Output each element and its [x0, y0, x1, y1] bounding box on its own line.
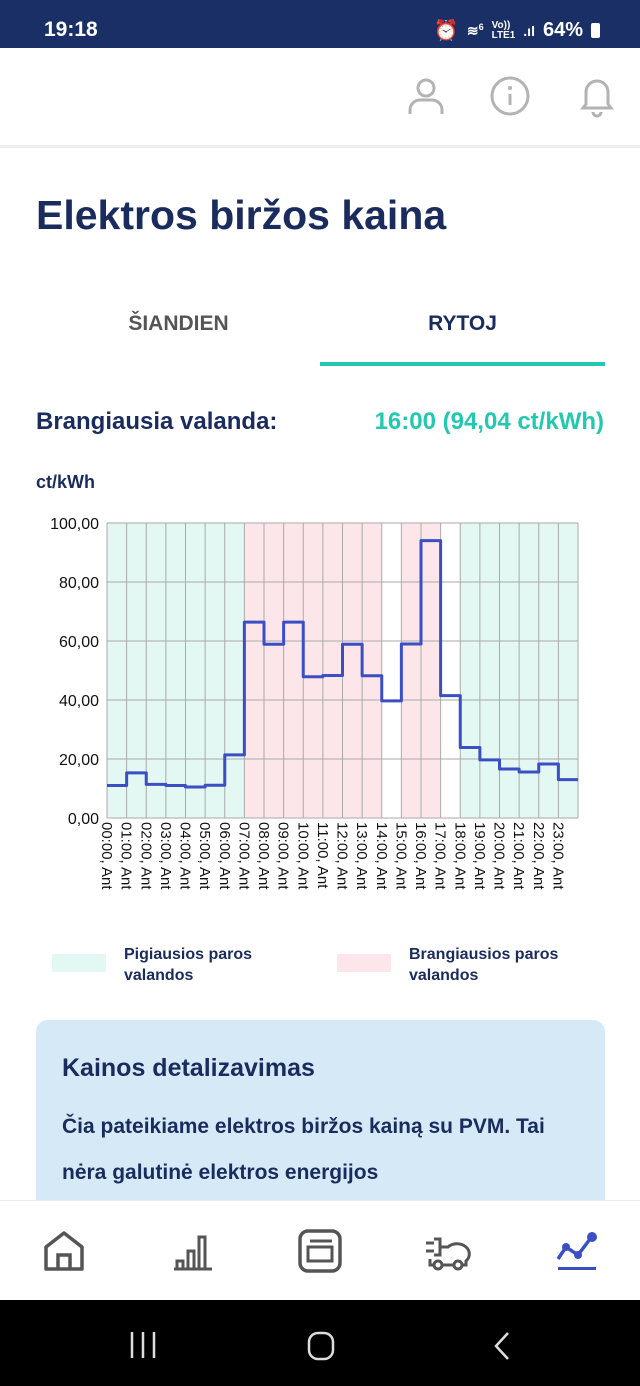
back-icon[interactable]	[490, 1330, 514, 1362]
cheap-hour-band	[165, 523, 186, 818]
x-tick-label: 11:00, Ant	[314, 822, 331, 889]
cheap-hour-band	[205, 523, 225, 818]
volte-label: Vo))	[491, 19, 511, 31]
invoice-icon[interactable]	[296, 1227, 344, 1275]
peak-hour-value: 16:00 (94,04 ct/kWh)	[374, 408, 604, 435]
x-tick-label: 06:00, Ant	[216, 822, 233, 890]
ev-car-icon[interactable]	[424, 1227, 472, 1275]
battery-percent: 64%	[542, 19, 583, 41]
price-series-line	[107, 539, 578, 789]
home-system-icon[interactable]	[306, 1330, 338, 1362]
system-nav-bar	[0, 1300, 640, 1386]
cheap-hour-band	[126, 523, 147, 818]
x-tick-label: 03:00, Ant	[157, 822, 174, 890]
legend-swatch-expensive	[337, 954, 391, 972]
wifi-badge: 6	[478, 21, 484, 32]
expensive-hour-band	[264, 523, 284, 818]
cheap-hour-band	[460, 523, 480, 818]
home-icon[interactable]	[40, 1227, 88, 1275]
details-text: Čia pateikiame elektros biržos kainą su …	[62, 1115, 545, 1184]
x-tick-label: 18:00, Ant	[451, 822, 468, 890]
legend-cheap: Pigiausios paros valandos	[124, 946, 253, 984]
x-tick-label: 23:00, Ant	[549, 822, 566, 890]
user-icon[interactable]	[404, 74, 448, 118]
battery-icon	[591, 23, 600, 38]
bar-chart-icon[interactable]	[168, 1227, 216, 1275]
tab-today[interactable]: ŠIANDIEN	[128, 312, 229, 335]
status-time: 19:18	[44, 18, 98, 41]
y-tick-label: 80,00	[59, 575, 99, 592]
price-details-card: Kainos detalizavimas Čia pateikiame elek…	[36, 1020, 605, 1220]
expensive-hour-band	[342, 523, 363, 818]
x-tick-label: 17:00, Ant	[432, 822, 449, 890]
active-tab-indicator	[320, 362, 605, 366]
cheap-hour-band	[146, 523, 166, 818]
cheap-hour-band	[519, 523, 539, 818]
x-tick-label: 22:00, Ant	[530, 822, 547, 890]
expensive-hour-band	[421, 523, 441, 818]
expensive-hour-band	[401, 523, 421, 818]
x-tick-label: 13:00, Ant	[353, 822, 370, 890]
y-tick-label: 0,00	[68, 811, 99, 828]
y-axis-unit: ct/kWh	[36, 472, 96, 492]
status-bar: 19:18 ⏰ ≋6 Vo)) LTE1 .ıl 64%	[0, 0, 640, 48]
app-header	[0, 48, 640, 148]
expensive-hour-band	[322, 523, 343, 818]
wifi-icon: ≋6	[466, 21, 484, 39]
details-title: Kainos detalizavimas	[62, 1054, 315, 1082]
cheap-hour-band	[538, 523, 559, 818]
y-tick-label: 40,00	[59, 693, 99, 710]
bottom-nav	[0, 1200, 640, 1300]
cheap-hour-band	[558, 523, 578, 818]
network-label: LTE1	[491, 29, 516, 41]
price-trend-icon[interactable]	[552, 1227, 600, 1275]
x-tick-label: 20:00, Ant	[491, 822, 508, 890]
cheap-hour-band	[499, 523, 520, 818]
x-tick-label: 15:00, Ant	[392, 822, 409, 890]
x-tick-label: 01:00, Ant	[118, 822, 135, 890]
x-tick-label: 21:00, Ant	[510, 822, 527, 890]
cheap-hour-band	[107, 523, 127, 818]
recent-apps-icon[interactable]	[128, 1330, 160, 1360]
x-tick-label: 19:00, Ant	[471, 822, 488, 890]
signal-icon: .ıl	[523, 22, 535, 39]
bell-icon[interactable]	[575, 74, 619, 118]
cheap-hour-band	[185, 523, 206, 818]
x-tick-label: 09:00, Ant	[275, 822, 292, 890]
x-tick-label: 02:00, Ant	[137, 822, 154, 890]
x-tick-label: 04:00, Ant	[177, 822, 194, 890]
x-tick-label: 07:00, Ant	[235, 822, 252, 890]
legend-expensive: Brangiausios paros valandos	[409, 946, 559, 984]
x-tick-label: 00:00, Ant	[98, 822, 115, 890]
y-tick-label: 100,00	[50, 516, 99, 533]
x-tick-label: 12:00, Ant	[334, 822, 351, 890]
network-indicator: Vo)) LTE1	[491, 19, 516, 41]
x-tick-label: 05:00, Ant	[196, 822, 213, 890]
x-tick-label: 08:00, Ant	[255, 822, 272, 890]
expensive-hour-band	[283, 523, 304, 818]
x-tick-label: 10:00, Ant	[294, 822, 311, 890]
expensive-hour-band	[244, 523, 264, 818]
cheap-hour-band	[224, 523, 245, 818]
alarm-icon: ⏰	[433, 20, 459, 42]
cheap-hour-band	[479, 523, 500, 818]
tab-tomorrow[interactable]: RYTOJ	[428, 312, 497, 335]
y-tick-label: 20,00	[59, 752, 99, 769]
x-tick-label: 14:00, Ant	[373, 822, 390, 890]
info-icon[interactable]	[488, 74, 532, 118]
y-tick-label: 60,00	[59, 634, 99, 651]
price-chart: 0,00 20,00 40,00 60,00 80,00 100,00 00:00, Ant…	[50, 516, 579, 890]
page-title: Elektros biržos kaina	[36, 192, 447, 238]
legend-swatch-cheap	[52, 954, 106, 972]
x-tick-label: 16:00, Ant	[412, 822, 429, 890]
expensive-hour-band	[362, 523, 382, 818]
expensive-hour-band	[303, 523, 323, 818]
peak-hour-label: Brangiausia valanda:	[36, 408, 278, 435]
